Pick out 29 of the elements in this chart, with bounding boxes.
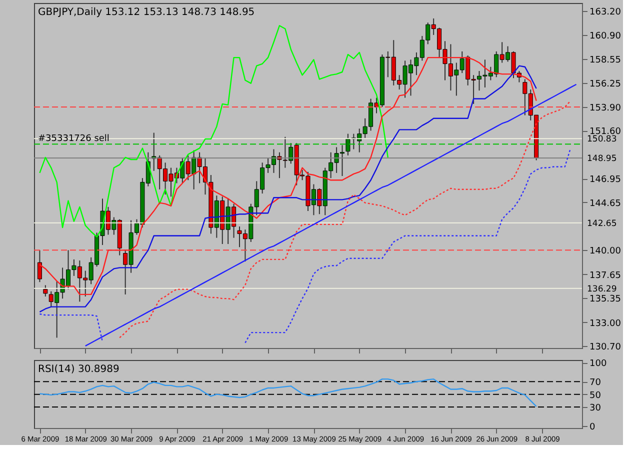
ref-line-label: #35331726 sell — [38, 134, 110, 144]
y-tick-label: 100 — [590, 359, 607, 370]
ref-line-label: 148.95 — [587, 154, 617, 164]
chart-title: RSI(14) 30.8989 — [38, 364, 120, 375]
y-tick-label: 50 — [590, 390, 602, 401]
y-tick-label: 156.25 — [590, 79, 621, 90]
y-tick-label: 137.65 — [590, 270, 621, 281]
line-series — [39, 25, 389, 238]
y-tick-label: 135.35 — [590, 294, 621, 305]
y-tick-label: 158.55 — [590, 56, 621, 66]
y-tick-label: 30 — [590, 404, 602, 414]
y-tick-label: 163.20 — [590, 8, 622, 18]
y-tick-label: 133.00 — [590, 318, 622, 329]
y-tick-label: 160.90 — [590, 31, 622, 42]
candlestick — [43, 284, 48, 298]
y-tick-label: 130.70 — [590, 342, 622, 352]
ref-line-label: 150.83 — [587, 134, 617, 145]
y-tick-label: 144.65 — [590, 198, 621, 209]
chart-title: GBPJPY,Daily 153.12 153.13 148.73 148.95 — [38, 7, 255, 18]
line-series — [119, 100, 572, 338]
ref-line-label: 142.65 — [587, 218, 617, 229]
y-tick-label: 153.90 — [590, 104, 622, 114]
line-series — [39, 378, 537, 407]
y-tick-label: 146.95 — [590, 175, 621, 186]
candlestick — [37, 250, 42, 283]
y-tick-label: 0 — [590, 422, 596, 433]
y-tick-label: 140.00 — [590, 246, 622, 257]
ref-line-label: 136.29 — [587, 284, 617, 294]
y-tick-label: 70 — [590, 378, 602, 388]
